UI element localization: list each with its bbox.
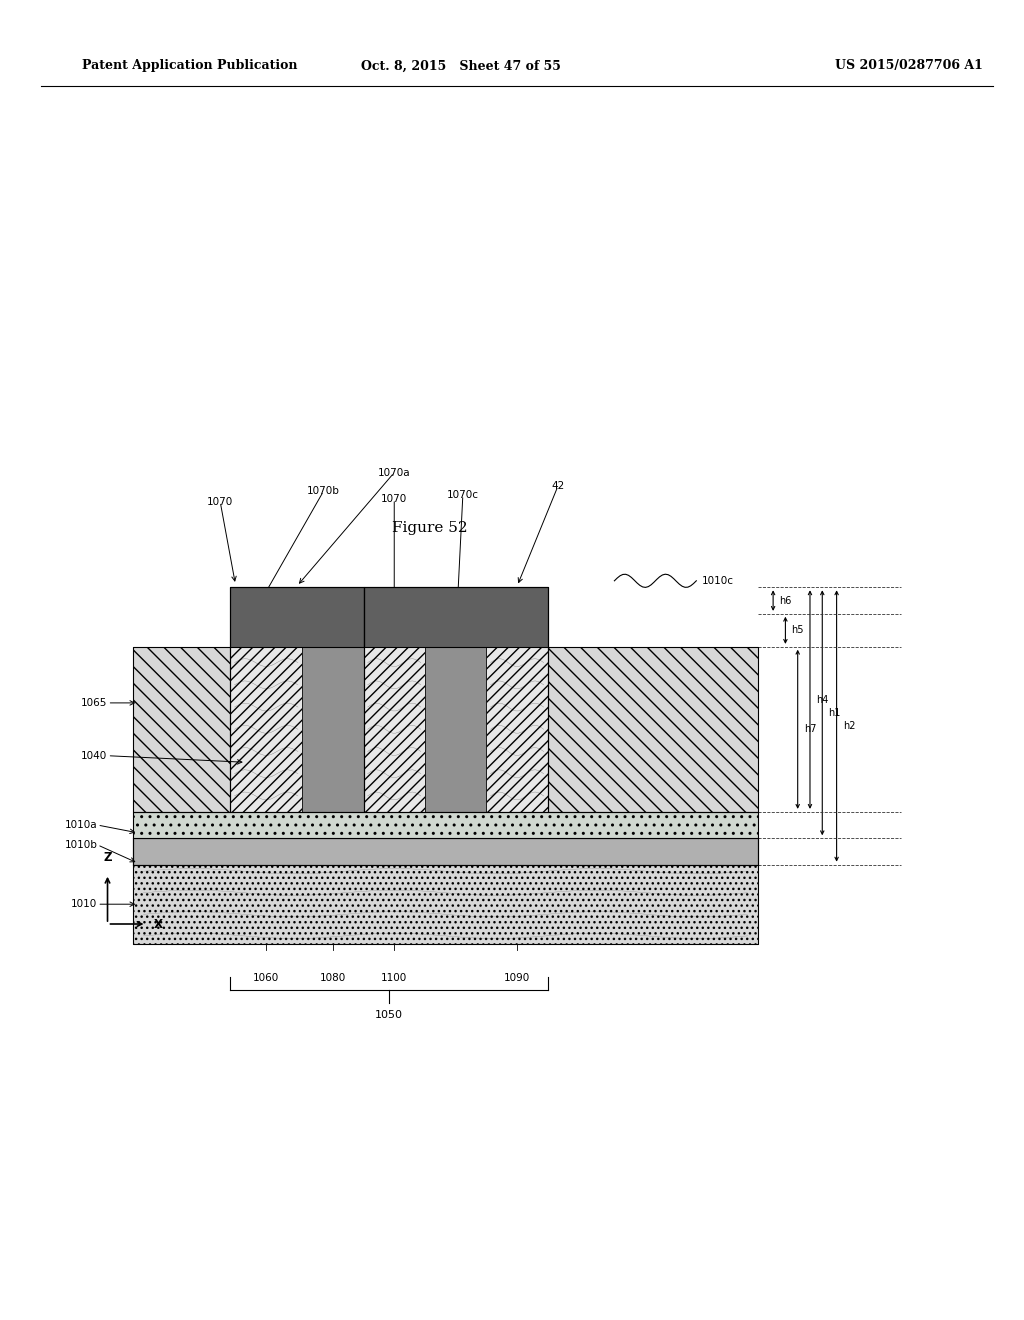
- Bar: [548, 647, 758, 812]
- Text: h1: h1: [828, 708, 841, 718]
- Text: 1070c: 1070c: [446, 490, 479, 500]
- Text: h2: h2: [843, 721, 855, 731]
- Bar: [425, 647, 486, 812]
- Text: h7: h7: [804, 725, 816, 734]
- Bar: [230, 587, 364, 647]
- Text: 1050: 1050: [375, 1010, 403, 1020]
- Text: 1100: 1100: [381, 973, 408, 983]
- Bar: [364, 614, 425, 647]
- Text: 1070b: 1070b: [307, 486, 340, 496]
- Text: Z: Z: [103, 850, 112, 863]
- Text: Figure 52: Figure 52: [392, 520, 468, 535]
- Text: US 2015/0287706 A1: US 2015/0287706 A1: [836, 59, 983, 73]
- Bar: [364, 587, 548, 812]
- Bar: [230, 647, 302, 812]
- Bar: [133, 647, 230, 812]
- Text: h6: h6: [779, 595, 792, 606]
- Text: 1010: 1010: [71, 899, 97, 909]
- Bar: [133, 865, 758, 944]
- Bar: [133, 812, 758, 838]
- Bar: [230, 587, 364, 812]
- Text: 1070a: 1070a: [378, 467, 411, 478]
- Text: 1070: 1070: [381, 494, 408, 504]
- Bar: [133, 838, 758, 865]
- Text: h5: h5: [792, 626, 804, 635]
- Bar: [302, 647, 364, 812]
- Text: 1060: 1060: [253, 973, 280, 983]
- Text: 42: 42: [552, 480, 564, 491]
- Text: Patent Application Publication: Patent Application Publication: [82, 59, 297, 73]
- Bar: [364, 647, 425, 812]
- Text: 1010a: 1010a: [65, 820, 97, 830]
- Text: 1080: 1080: [319, 973, 346, 983]
- Bar: [548, 647, 758, 812]
- Text: 1040: 1040: [81, 751, 108, 760]
- Bar: [133, 647, 230, 812]
- Bar: [364, 587, 548, 647]
- Text: 1010b: 1010b: [65, 840, 97, 850]
- Text: h4: h4: [816, 694, 828, 705]
- Bar: [486, 647, 548, 812]
- Bar: [230, 614, 302, 647]
- Text: 1090: 1090: [504, 973, 530, 983]
- Text: 1010c: 1010c: [701, 576, 733, 586]
- Text: X: X: [154, 917, 163, 931]
- Text: Oct. 8, 2015   Sheet 47 of 55: Oct. 8, 2015 Sheet 47 of 55: [360, 59, 561, 73]
- Bar: [486, 614, 548, 647]
- Text: 1065: 1065: [81, 698, 108, 708]
- Bar: [133, 812, 758, 944]
- Text: 1070: 1070: [207, 496, 233, 507]
